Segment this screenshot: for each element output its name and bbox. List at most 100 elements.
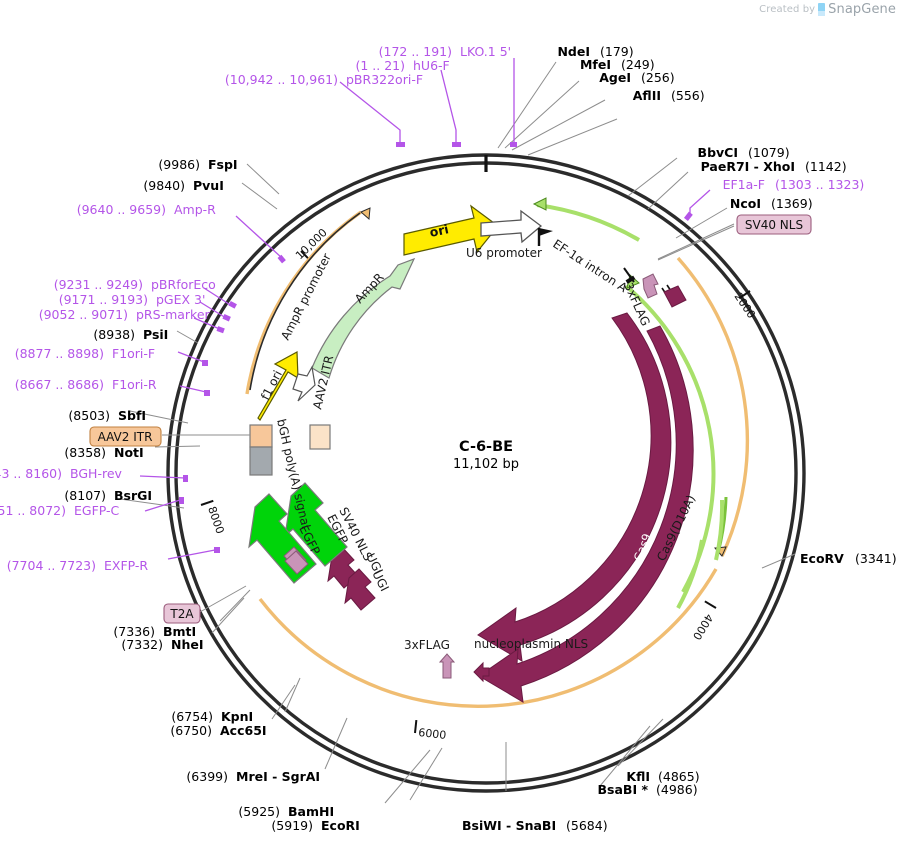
enzyme-label-aflii: AflII (556): [633, 88, 705, 103]
enzyme-pos-paer7i-xhoi: (1142): [805, 159, 847, 174]
enzyme-pos-acc65i: (6750): [170, 723, 212, 738]
primer-range-f1ori-f: (8877 .. 8898): [15, 346, 104, 361]
enzyme-label-bbvci: BbvCI (1079): [698, 145, 790, 160]
enzyme-pos-ecorv: (3341): [855, 551, 897, 566]
plasmid-center-size: 11,102 bp: [453, 457, 519, 472]
ampr-arrow: [311, 257, 416, 379]
tick-label-6000: 6000: [418, 726, 447, 742]
enzyme-label-agei: AgeI (256): [599, 70, 674, 85]
enzyme-name-noti: NotI: [114, 445, 144, 460]
primer-range-hu6f: (1 .. 21): [355, 58, 405, 73]
enzyme-label-mrei-sgrai: (6399) MreI - SgrAI: [186, 769, 320, 784]
enzyme-name-ecorv: EcoRV: [800, 551, 844, 566]
primer-name-bgh-rev: BGH-rev: [70, 466, 123, 481]
enzyme-name-acc65i: Acc65I: [220, 723, 267, 738]
enzyme-label-mfei: MfeI (249): [580, 57, 655, 72]
enzyme-pos-kpni: (6754): [171, 709, 213, 724]
primer-range-lko1: (172 .. 191): [379, 44, 452, 59]
primer-label-exfp-r: (7704 .. 7723) EXFP-R: [7, 558, 149, 573]
feature-label-u6promoter: U6 promoter: [466, 246, 542, 260]
enzyme-name-bsiwi-snabi: BsiWI - SnaBI: [462, 818, 556, 833]
enzyme-pos-bsrgi: (8107): [64, 488, 106, 503]
enzyme-pos-ncoi: (1369): [771, 196, 813, 211]
primer-label-pbr322ori-f: (10,942 .. 10,961) pBR322ori-F: [225, 72, 423, 87]
enzyme-pos-ecori: (5919): [271, 818, 313, 833]
enzyme-pos-pvui: (9840): [143, 178, 185, 193]
cas9-arrow: [477, 312, 672, 662]
enzyme-name-ecori: EcoRI: [321, 818, 360, 833]
ugi-arrow-2: [344, 568, 376, 611]
primer-label-f1ori-f: (8877 .. 8898) F1ori-F: [15, 346, 155, 361]
primer-name-lko1: LKO.1 5': [460, 44, 511, 59]
plasmid-center-name: C-6-BE: [459, 439, 513, 455]
enzyme-name-pvui: PvuI: [193, 178, 224, 193]
enzyme-pos-bsabi: (4986): [656, 782, 698, 797]
enzyme-pos-bmti: (7336): [113, 624, 155, 639]
sv40-nls-box: SV40 NLS: [736, 214, 812, 235]
t2a-box: T2A: [163, 603, 201, 624]
primer-label-bgh-rev: (8143 .. 8160) BGH-rev: [0, 466, 123, 481]
primer-site-ticks: [179, 142, 693, 553]
primer-label-pbrforeco: (9231 .. 9249) pBRforEco: [54, 277, 216, 292]
enzyme-name-bmti: BmtI: [163, 624, 196, 639]
promoter-flag-icon: [537, 228, 553, 246]
leader-lines-gray: [119, 61, 796, 804]
enzyme-name-sbfi: SbfI: [118, 408, 146, 423]
enzyme-pos-noti: (8358): [64, 445, 106, 460]
enzyme-pos-ndei: (179): [600, 44, 634, 59]
aav2-itr-box: AAV2 ITR: [89, 426, 162, 447]
enzyme-name-bbvci: BbvCI: [698, 145, 738, 160]
enzyme-pos-agei: (256): [641, 70, 675, 85]
enzyme-label-noti: (8358) NotI: [64, 445, 143, 460]
enzyme-label-bamhi: (5925) BamHI: [238, 804, 334, 819]
nucleoplasmin-nls-arrow: [473, 661, 490, 683]
aav2-itr-inner-box: [309, 424, 331, 450]
enzyme-label-ecorv: EcoRV (3341): [800, 551, 897, 566]
enzyme-name-bamhi: BamHI: [288, 804, 334, 819]
enzyme-pos-psii: (8938): [93, 327, 135, 342]
enzyme-pos-mrei-sgrai: (6399): [186, 769, 228, 784]
primer-name-f1ori-f: F1ori-F: [112, 346, 155, 361]
enzyme-name-nhei: NheI: [171, 637, 204, 652]
enzyme-name-mrei-sgrai: MreI - SgrAI: [236, 769, 320, 784]
enzyme-pos-bsiwi-snabi: (5684): [566, 818, 608, 833]
enzyme-label-ncoi: NcoI (1369): [730, 196, 813, 211]
enzyme-pos-kfli: (4865): [658, 769, 700, 784]
enzyme-name-ndei: NdeI: [557, 44, 590, 59]
tick-label-8000: 8000: [205, 505, 226, 536]
enzyme-label-bmti: (7336) BmtI: [113, 624, 196, 639]
aav2-itr-box-label: AAV2 ITR: [98, 430, 153, 444]
enzyme-label-acc65i: (6750) Acc65I: [170, 723, 266, 738]
sv40-nls-box-label: SV40 NLS: [745, 218, 803, 232]
primer-range-exfp-r: (7704 .. 7723): [7, 558, 96, 573]
leader-lines-purple: [139, 58, 711, 560]
f1-ori-arrow: [257, 351, 299, 421]
3xflag-arrow-bottom: [438, 653, 456, 679]
primer-label-ef1a-f: EF1a-F (1303 .. 1323): [723, 177, 865, 192]
enzyme-name-aflii: AflII: [633, 88, 661, 103]
primer-label-prs-marker: (9052 .. 9071) pRS-marker: [39, 307, 211, 322]
snapgene-flag-icon: [818, 3, 826, 16]
feature-label-nucleoplasmin-nls: nucleoplasmin NLS: [474, 637, 588, 651]
enzyme-name-psii: PsiI: [143, 327, 168, 342]
enzyme-label-bsrgi: (8107) BsrGI: [64, 488, 152, 503]
primer-range-pgex3: (9171 .. 9193): [59, 292, 148, 307]
primer-name-f1ori-r: F1ori-R: [112, 377, 157, 392]
enzyme-label-bsiwi-snabi: BsiWI - SnaBI (5684): [462, 818, 608, 833]
primer-name-ef1a-f: EF1a-F: [723, 177, 765, 192]
primer-label-egfp-c: (8051 .. 8072) EGFP-C: [0, 503, 120, 518]
feature-label-ugi-2: UGI: [369, 568, 391, 594]
feature-label-3xflag-bottom: 3xFLAG: [404, 638, 450, 652]
enzyme-label-ecori: (5919) EcoRI: [271, 818, 359, 833]
inner-green-arcs: [676, 499, 725, 609]
enzyme-pos-sbfi: (8503): [68, 408, 110, 423]
enzyme-name-paer7i-xhoi: PaeR7I - XhoI: [701, 159, 795, 174]
primer-name-pbr322ori-f: pBR322ori-F: [346, 72, 423, 87]
primer-name-prs-marker: pRS-marker: [136, 307, 211, 322]
enzyme-label-ndei: NdeI (179): [557, 44, 633, 59]
enzyme-label-fspi: (9986) FspI: [158, 157, 237, 172]
primer-range-egfp-c: (8051 .. 8072): [0, 503, 66, 518]
orange-trace-dark-line: [249, 212, 361, 391]
enzyme-label-psii: (8938) PsiI: [93, 327, 168, 342]
